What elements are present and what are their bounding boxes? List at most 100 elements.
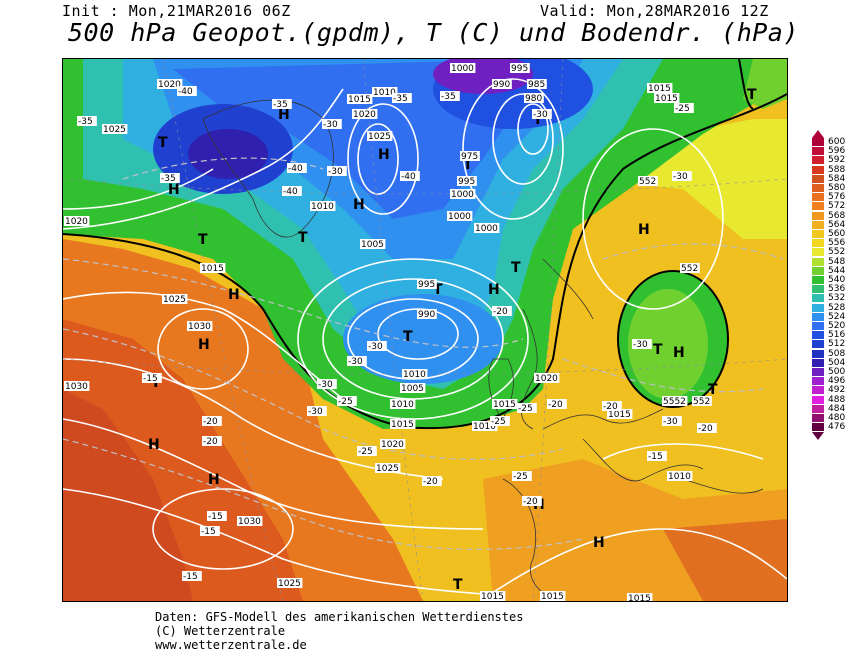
isobar-label-box <box>237 516 263 526</box>
isotherm-label-text: -15 <box>201 527 216 537</box>
isotherm-label-text: -35 <box>161 174 176 184</box>
isotherm-label: -20 <box>492 306 512 317</box>
isobar-label-text: 990 <box>493 80 510 90</box>
isobar-label: 1020 <box>64 216 90 227</box>
isobar-label: 985 <box>527 79 547 90</box>
high-pressure-marker: H <box>198 337 210 353</box>
legend-swatch <box>812 395 824 404</box>
isobar-label-box <box>400 383 426 393</box>
isobar-label: 995 <box>457 176 477 187</box>
legend-swatch <box>812 322 824 330</box>
legend-label: 600 <box>828 137 846 147</box>
isobar-label-box <box>667 471 693 481</box>
isobar-label: 552 <box>692 396 712 407</box>
isotherm-label-box <box>160 173 180 183</box>
low-pressure-marker: T <box>747 87 757 103</box>
isobar-label: 1025 <box>375 463 401 474</box>
isobar-label: 1025 <box>162 294 188 305</box>
valid-time: Valid: Mon,28MAR2016 12Z <box>540 2 769 20</box>
isotherm-label-box <box>647 451 667 461</box>
isobar-label-text: 552 <box>681 264 698 274</box>
isotherm-label-box <box>367 341 387 351</box>
isobar-label-text: 1030 <box>188 322 211 332</box>
legend-swatch <box>812 331 824 340</box>
isobar-label: 1015 <box>654 93 680 104</box>
isobar-label-box <box>510 63 530 73</box>
legend-label: 488 <box>828 394 846 405</box>
high-pressure-marker: H <box>673 345 685 361</box>
low-pressure-marker: T <box>158 135 168 151</box>
low-pressure-marker: T <box>511 260 521 276</box>
isobar-label-box <box>450 63 476 73</box>
isobar-label-text: 1015 <box>391 420 414 430</box>
low-pressure-marker: T <box>463 157 473 173</box>
isobar-label-text: 1000 <box>451 190 474 200</box>
isotherm-label-box <box>492 306 512 316</box>
legend-label: 500 <box>828 367 846 377</box>
isobar-label-text: 975 <box>461 152 478 162</box>
isobar-label-box <box>310 201 336 211</box>
isotherm-label-box <box>287 163 307 173</box>
isobar-label: 1010 <box>390 399 416 410</box>
legend-swatch <box>812 349 824 358</box>
credits: Daten: GFS-Modell des amerikanischen Wet… <box>155 610 523 652</box>
legend-label: 496 <box>828 376 846 387</box>
legend-swatch <box>812 285 824 294</box>
map-canvas: HHHHHHHHHHHHH TTTTTTTTTTTTT 102010251015… <box>63 59 787 601</box>
legend-label: 596 <box>828 146 846 157</box>
isotherm-label-text: -15 <box>183 572 198 582</box>
field-low-britain <box>343 294 503 384</box>
isobar-label-box <box>692 396 712 406</box>
legend-label: 532 <box>828 293 846 304</box>
isobar-label-box <box>162 294 188 304</box>
isotherm-label-box <box>522 496 542 506</box>
isobar-label: 990 <box>492 79 512 90</box>
legend-label: 588 <box>828 164 846 175</box>
isobar-label-text: 1015 <box>201 264 224 274</box>
isobar-label-box <box>402 369 428 379</box>
legend-swatch <box>812 174 824 183</box>
isobar-label-box <box>375 463 401 473</box>
field-low-core <box>188 129 268 179</box>
isotherm-label: -20 <box>697 423 717 434</box>
isobar-label-text: 1015 <box>493 400 516 410</box>
isobar-label-box <box>680 263 700 273</box>
isotherm-label-box <box>547 399 567 409</box>
isobar-label-box <box>607 409 633 419</box>
isobar-label: 1020 <box>380 439 406 450</box>
isobar-label: 1030 <box>237 516 263 527</box>
legend-swatch <box>812 193 824 202</box>
isobar-label-box <box>654 93 680 103</box>
legend-swatch <box>812 276 824 284</box>
isobar-label-box <box>534 373 560 383</box>
legend-label: 568 <box>828 210 846 221</box>
isotherm-label-box <box>662 416 682 426</box>
isobar-label-box <box>540 591 566 601</box>
high-pressure-marker: H <box>353 197 365 213</box>
isotherm-label-box <box>672 171 692 181</box>
isobar-label-box <box>627 593 653 601</box>
isotherm-label-text: -30 <box>633 340 648 350</box>
isotherm-label-box <box>357 446 377 456</box>
isobar-label-text: 1015 <box>481 592 504 601</box>
legend-label: 520 <box>828 321 846 331</box>
legend-arrow-top <box>812 130 824 138</box>
low-pressure-marker: T <box>708 382 718 398</box>
high-pressure-marker: H <box>378 147 390 163</box>
isotherm-label: -20 <box>522 496 542 507</box>
isobar-label: 1015 <box>492 399 518 410</box>
isobar-label: 1015 <box>647 83 673 94</box>
legend-label: 584 <box>828 173 846 184</box>
isotherm-label-box <box>400 171 420 181</box>
isobar-label-box <box>472 421 498 431</box>
isotherm-label: -20 <box>547 399 567 410</box>
isotherm-label-text: -25 <box>513 472 528 482</box>
isobar-label: 1010 <box>310 201 336 212</box>
isobar-label-text: 1020 <box>535 374 558 384</box>
isotherm-label: -35 <box>272 99 292 110</box>
isotherm-label: -40 <box>282 186 302 197</box>
legend-swatch <box>812 257 824 266</box>
legend-swatch <box>812 248 824 257</box>
legend-label: 476 <box>828 422 846 433</box>
isotherm-label-box <box>182 571 202 581</box>
